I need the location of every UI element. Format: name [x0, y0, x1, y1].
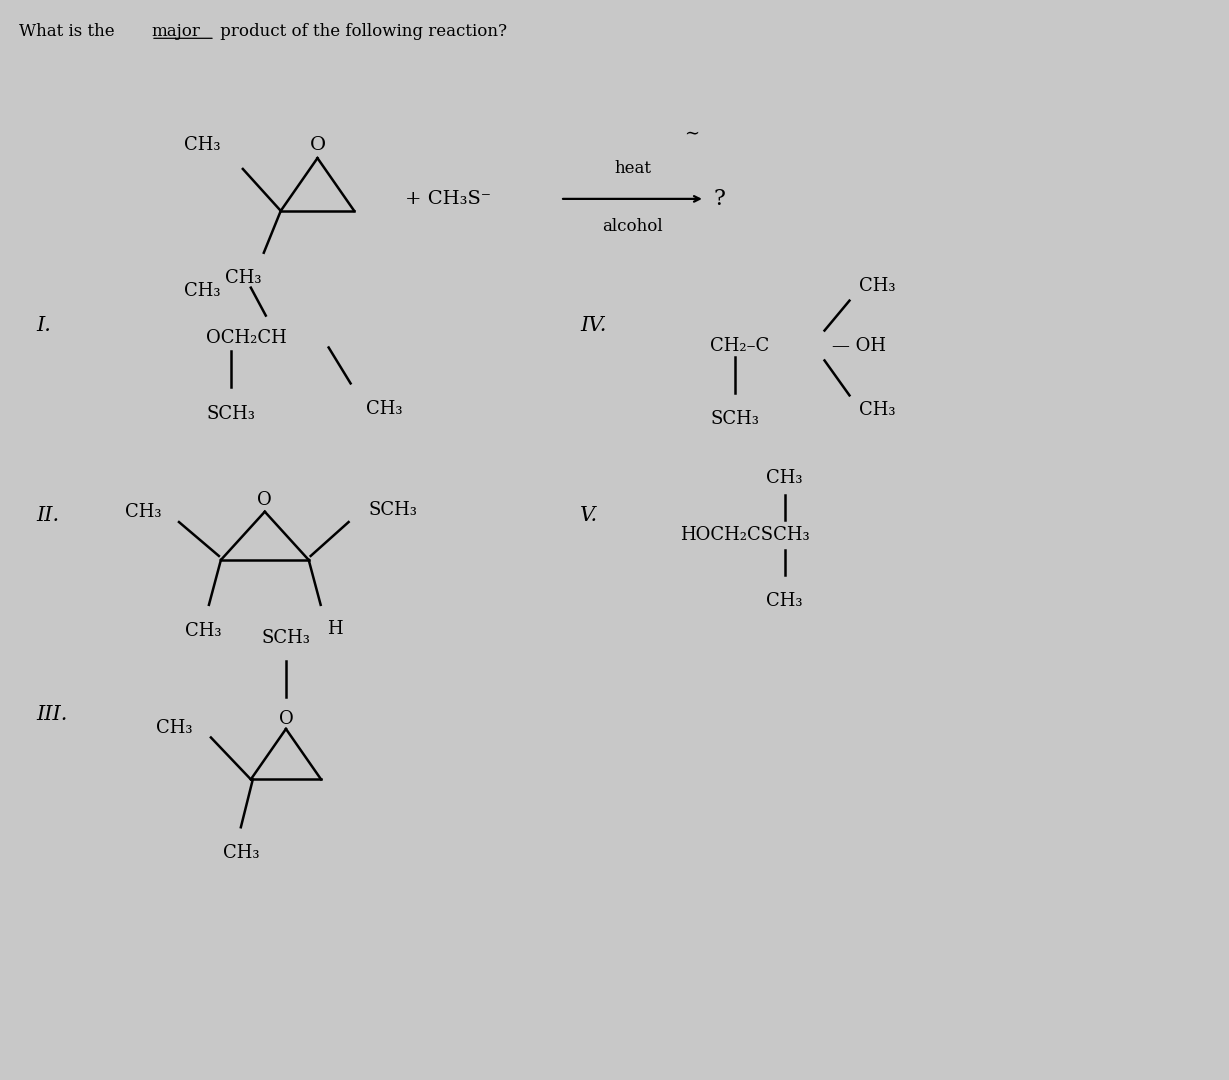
Text: heat: heat [614, 161, 651, 177]
Text: ?: ? [714, 188, 725, 210]
Text: II.: II. [37, 505, 59, 525]
Text: O: O [310, 136, 326, 154]
Text: CH₃: CH₃ [767, 592, 803, 610]
Text: SCH₃: SCH₃ [206, 405, 256, 423]
Text: + CH₃S⁻: + CH₃S⁻ [406, 190, 492, 207]
Text: What is the: What is the [20, 23, 120, 40]
Text: CH₃: CH₃ [124, 503, 161, 521]
Text: SCH₃: SCH₃ [369, 501, 418, 519]
Text: CH₂–C: CH₂–C [710, 337, 769, 354]
Text: CH₃: CH₃ [365, 401, 402, 418]
Text: III.: III. [37, 705, 68, 724]
Text: SCH₃: SCH₃ [262, 630, 311, 647]
Text: I.: I. [37, 316, 52, 335]
Text: CH₃: CH₃ [225, 269, 261, 286]
Text: CH₃: CH₃ [859, 276, 896, 295]
Text: CH₃: CH₃ [859, 402, 896, 419]
Text: — OH: — OH [832, 337, 886, 354]
Text: ∼: ∼ [685, 124, 699, 143]
Text: HOCH₂CSCH₃: HOCH₂CSCH₃ [680, 526, 810, 544]
Text: product of the following reaction?: product of the following reaction? [215, 23, 506, 40]
Text: alcohol: alcohol [602, 218, 662, 235]
Text: major: major [151, 23, 200, 40]
Text: V.: V. [580, 505, 599, 525]
Text: CH₃: CH₃ [222, 845, 259, 862]
Text: IV.: IV. [580, 316, 606, 335]
Text: O: O [257, 490, 272, 509]
Text: OCH₂CH: OCH₂CH [206, 328, 286, 347]
Text: SCH₃: SCH₃ [710, 410, 760, 429]
Text: H: H [327, 620, 343, 638]
Text: O: O [279, 710, 294, 728]
Text: CH₃: CH₃ [767, 469, 803, 487]
Text: CH₃: CH₃ [184, 282, 221, 299]
Text: CH₃: CH₃ [156, 718, 193, 737]
Text: CH₃: CH₃ [184, 622, 221, 639]
Text: CH₃: CH₃ [184, 136, 221, 154]
